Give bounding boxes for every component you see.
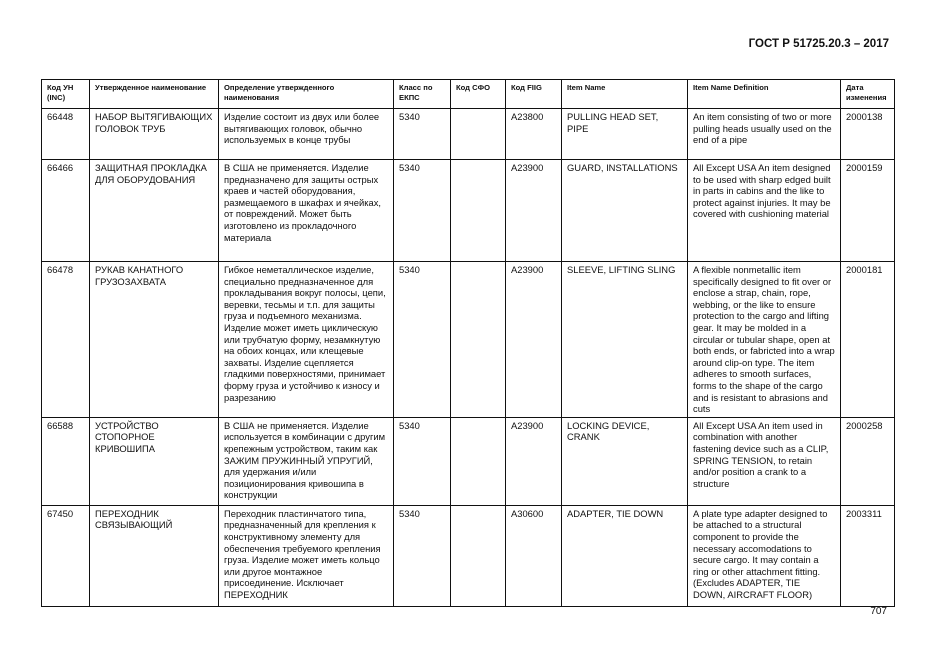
cell-inc: 66478 xyxy=(41,261,90,418)
col-header-item-definition: Item Name Definition xyxy=(687,79,841,109)
document-standard-header: ГОСТ Р 51725.20.3 – 2017 xyxy=(748,38,889,50)
table-row: 67450 ПЕРЕХОДНИК СВЯЗЫВАЮЩИЙ Переходник пл… xyxy=(41,504,895,607)
cell-name: УСТРОЙСТВО СТОПОРНОЕ КРИВОШИПА xyxy=(89,416,219,506)
cell-date: 2000159 xyxy=(840,159,895,262)
cell-date: 2003311 xyxy=(840,504,895,607)
cell-item-definition: A plate type adapter designed to be atta… xyxy=(687,504,841,607)
cell-item-definition: All Except USA An item used in combinati… xyxy=(687,416,841,506)
cell-ekps: 5340 xyxy=(393,261,451,418)
cell-definition: Гибкое неметаллическое изделие, специаль… xyxy=(218,261,394,418)
cell-fiig: A23900 xyxy=(505,159,562,262)
cell-name: РУКАВ КАНАТНОГО ГРУЗОЗАХВАТА xyxy=(89,261,219,418)
cell-name: НАБОР ВЫТЯГИВАЮЩИХ ГОЛОВОК ТРУБ xyxy=(89,108,219,160)
cell-item-name: ADAPTER, TIE DOWN xyxy=(561,504,688,607)
cell-date: 2000258 xyxy=(840,416,895,506)
cell-fiig: A23900 xyxy=(505,261,562,418)
cell-sfo xyxy=(450,416,506,506)
cell-date: 2000181 xyxy=(840,261,895,418)
col-header-sfo: Код СФО xyxy=(450,79,506,109)
cell-sfo xyxy=(450,159,506,262)
cell-ekps: 5340 xyxy=(393,108,451,160)
table-row: 66466 ЗАЩИТНАЯ ПРОКЛАДКА ДЛЯ ОБОРУДОВАНИЯ… xyxy=(41,159,895,262)
cell-definition: В США не применяется. Изделие использует… xyxy=(218,416,394,506)
cell-inc: 67450 xyxy=(41,504,90,607)
cell-item-definition: All Except USA An item designed to be us… xyxy=(687,159,841,262)
col-header-name: Утвержденное наименование xyxy=(89,79,219,109)
cell-sfo xyxy=(450,108,506,160)
table-row: 66448 НАБОР ВЫТЯГИВАЮЩИХ ГОЛОВОК ТРУБ Изде… xyxy=(41,108,895,160)
cell-item-name: LOCKING DEVICE, CRANK xyxy=(561,416,688,506)
cell-item-definition: An item consisting of two or more pullin… xyxy=(687,108,841,160)
cell-fiig: A23900 xyxy=(505,416,562,506)
cell-ekps: 5340 xyxy=(393,416,451,506)
cell-sfo xyxy=(450,261,506,418)
cell-inc: 66588 xyxy=(41,416,90,506)
cell-inc: 66448 xyxy=(41,108,90,160)
table-row: 66588 УСТРОЙСТВО СТОПОРНОЕ КРИВОШИПА В США… xyxy=(41,416,895,506)
table-header-row: Код УН (INC) Утвержденное наименование О… xyxy=(41,79,895,109)
cell-date: 2000138 xyxy=(840,108,895,160)
col-header-fiig: Код FIIG xyxy=(505,79,562,109)
cell-ekps: 5340 xyxy=(393,159,451,262)
cell-fiig: A30600 xyxy=(505,504,562,607)
col-header-item-name: Item Name xyxy=(561,79,688,109)
col-header-date: Дата изменения xyxy=(840,79,895,109)
cell-name: ЗАЩИТНАЯ ПРОКЛАДКА ДЛЯ ОБОРУДОВАНИЯ xyxy=(89,159,219,262)
cell-item-name: GUARD, INSTALLATIONS xyxy=(561,159,688,262)
cell-inc: 66466 xyxy=(41,159,90,262)
cell-definition: Изделие состоит из двух или более вытяги… xyxy=(218,108,394,160)
cell-name: ПЕРЕХОДНИК СВЯЗЫВАЮЩИЙ xyxy=(89,504,219,607)
page-number: 707 xyxy=(870,606,887,617)
cell-fiig: A23800 xyxy=(505,108,562,160)
cell-definition: В США не применяется. Изделие предназнач… xyxy=(218,159,394,262)
cell-ekps: 5340 xyxy=(393,504,451,607)
table-row: 66478 РУКАВ КАНАТНОГО ГРУЗОЗАХВАТА Гибкое … xyxy=(41,261,895,418)
cell-item-name: SLEEVE, LIFTING SLING xyxy=(561,261,688,418)
cell-item-name: PULLING HEAD SET, PIPE xyxy=(561,108,688,160)
inc-table: Код УН (INC) Утвержденное наименование О… xyxy=(41,79,895,607)
cell-definition: Переходник пластинчатого типа, предназна… xyxy=(218,504,394,607)
col-header-ekps: Класс по ЕКПС xyxy=(393,79,451,109)
cell-item-definition: A flexible nonmetallic item specifically… xyxy=(687,261,841,418)
cell-sfo xyxy=(450,504,506,607)
col-header-inc: Код УН (INC) xyxy=(41,79,90,109)
col-header-definition: Определение утвержденного наименования xyxy=(218,79,394,109)
